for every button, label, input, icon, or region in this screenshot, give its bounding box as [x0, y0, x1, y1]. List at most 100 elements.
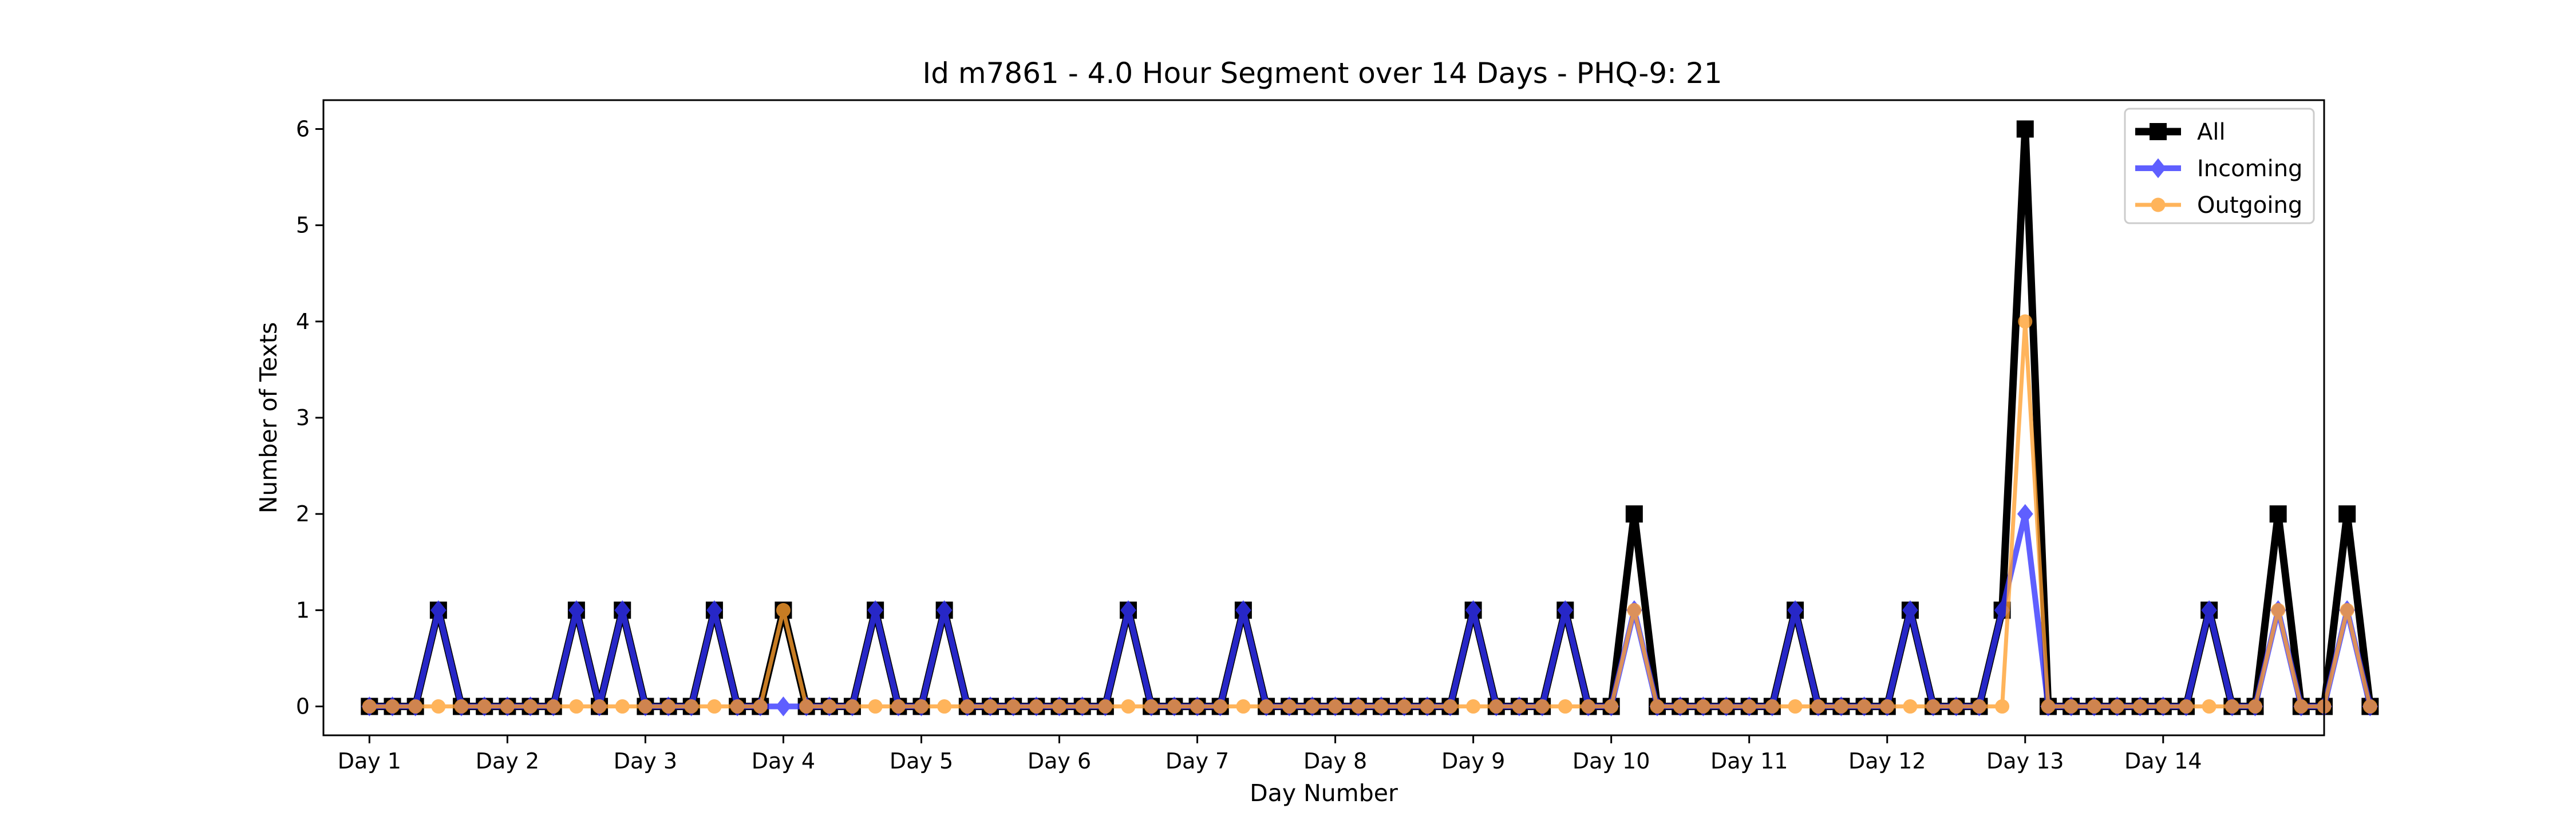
data-point-outgoing [1926, 699, 1941, 714]
legend-swatch-all [2135, 123, 2181, 140]
data-point-outgoing [1949, 699, 1963, 714]
legend-swatch-incoming [2135, 158, 2181, 179]
chart-title: Id m7861 - 4.0 Hour Segment over 14 Days… [922, 57, 1722, 90]
x-axis-title: Day Number [1250, 779, 1398, 807]
data-point-outgoing [1558, 699, 1573, 714]
data-point-outgoing [2133, 699, 2148, 714]
legend-swatch-outgoing [2135, 197, 2181, 212]
data-point-outgoing [684, 699, 699, 714]
data-point-outgoing [1098, 699, 1113, 714]
data-point-outgoing [2041, 699, 2056, 714]
data-point-incoming [706, 600, 722, 620]
data-point-outgoing [1121, 699, 1136, 714]
y-axis: 0 1 2 3 4 5 6 [296, 116, 323, 719]
data-point-outgoing [638, 699, 653, 714]
data-point-outgoing [1765, 699, 1780, 714]
data-point-outgoing [1742, 699, 1757, 714]
data-point-outgoing [385, 699, 400, 714]
data-point-all [2269, 505, 2287, 523]
data-point-outgoing [1259, 699, 1274, 714]
data-point-outgoing [2018, 314, 2033, 329]
data-point-incoming [1902, 600, 1918, 620]
data-point-outgoing [1443, 699, 1457, 714]
x-tick-label: Day 4 [752, 748, 815, 774]
data-point-outgoing [546, 699, 561, 714]
data-point-outgoing [454, 699, 469, 714]
data-point-outgoing [983, 699, 998, 714]
data-point-incoming [568, 600, 584, 620]
data-point-outgoing [937, 699, 952, 714]
data-point-outgoing [1811, 699, 1826, 714]
data-point-outgoing [2340, 603, 2354, 617]
x-tick-label: Day 12 [1848, 748, 1926, 774]
data-point-outgoing [1397, 699, 1412, 714]
data-point-outgoing [477, 699, 492, 714]
data-point-incoming [614, 600, 631, 620]
data-point-outgoing [707, 699, 722, 714]
series-line-incoming [369, 513, 2373, 710]
legend-label-outgoing: Outgoing [2197, 192, 2302, 219]
x-tick-label: Day 1 [338, 748, 401, 774]
data-point-outgoing [569, 699, 584, 714]
legend-label-incoming: Incoming [2197, 156, 2302, 182]
data-point-outgoing [408, 699, 423, 714]
data-point-all [1625, 505, 1643, 523]
data-point-outgoing [2109, 699, 2124, 714]
data-point-outgoing [730, 699, 745, 714]
data-point-outgoing [2202, 699, 2217, 714]
y-tick-label: 5 [296, 213, 310, 238]
data-point-outgoing [1213, 699, 1228, 714]
data-point-outgoing [2225, 699, 2239, 714]
data-point-outgoing [1190, 699, 1205, 714]
legend-marker-incoming [2150, 158, 2166, 179]
x-axis: Day 1 Day 2 Day 3 Day 4 Day 5 Day 6 Day 7 Day 8… [338, 735, 2202, 774]
series-line-all [369, 129, 2374, 711]
x-tick-label: Day 11 [1710, 748, 1788, 774]
x-tick-label: Day 7 [1165, 748, 1229, 774]
legend: All Incoming Outgoing [2124, 108, 2315, 224]
data-point-incoming [936, 600, 953, 620]
x-tick-label: Day 10 [1573, 748, 1650, 774]
data-point-outgoing [1167, 699, 1182, 714]
series-incoming [361, 504, 2379, 716]
data-point-outgoing [1857, 699, 1872, 714]
data-point-outgoing [868, 699, 883, 714]
data-point-outgoing [1282, 699, 1297, 714]
data-point-outgoing [1581, 699, 1595, 714]
data-point-outgoing [615, 699, 630, 714]
legend-label-all: All [2197, 119, 2226, 145]
data-point-incoming [1994, 600, 2010, 620]
x-tick-label: Day 8 [1303, 748, 1367, 774]
plot-area [361, 120, 2379, 716]
data-point-outgoing [2294, 699, 2309, 714]
data-point-all [2338, 505, 2356, 523]
data-point-outgoing [1489, 699, 1504, 714]
data-point-outgoing [1328, 699, 1343, 714]
data-point-outgoing [1719, 699, 1734, 714]
y-axis-title: Number of Texts [255, 322, 282, 514]
legend-marker-all [2150, 123, 2167, 140]
data-point-outgoing [592, 699, 607, 714]
data-point-outgoing [1236, 699, 1251, 714]
data-point-outgoing [1788, 699, 1803, 714]
data-point-incoming [1235, 600, 1251, 620]
legend-marker-outgoing [2151, 197, 2166, 212]
y-tick-label: 2 [296, 501, 310, 526]
x-tick-label: Day 9 [1441, 748, 1505, 774]
data-point-outgoing [1466, 699, 1481, 714]
data-point-outgoing [1029, 699, 1044, 714]
data-point-incoming [867, 600, 884, 620]
data-point-outgoing [362, 699, 377, 714]
series-line-outgoing [369, 321, 2372, 709]
data-point-outgoing [431, 699, 446, 714]
data-point-outgoing [2156, 699, 2171, 714]
data-point-outgoing [753, 699, 768, 714]
data-point-outgoing [1696, 699, 1710, 714]
data-point-outgoing [2362, 699, 2377, 714]
data-point-incoming [430, 600, 447, 620]
data-point-outgoing [1604, 699, 1619, 714]
data-point-outgoing [799, 699, 814, 714]
data-point-outgoing [1834, 699, 1848, 714]
data-point-outgoing [1006, 699, 1021, 714]
data-point-incoming [775, 696, 792, 716]
